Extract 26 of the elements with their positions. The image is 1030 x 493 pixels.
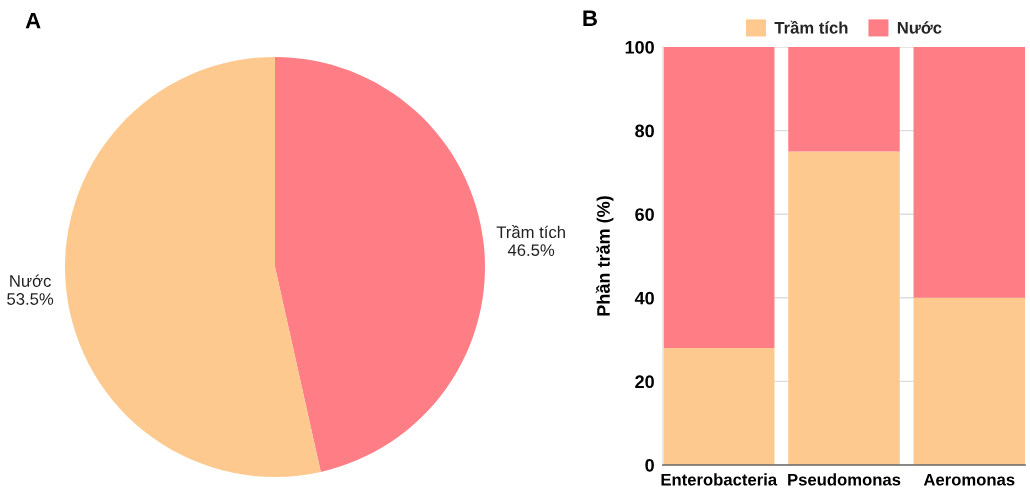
- chart-title: B: [583, 10, 597, 26]
- x-tick-label: Aeromonas: [923, 473, 1015, 486]
- bar: [913, 47, 1025, 298]
- bar: [663, 347, 775, 465]
- y-tick-label: 20: [635, 375, 654, 389]
- y-tick-label: 100: [625, 40, 654, 54]
- pie-slice: [65, 57, 321, 477]
- legend-label: Nước: [897, 21, 942, 34]
- y-tick-label: 40: [634, 291, 654, 305]
- y-tick-label: 80: [635, 124, 654, 138]
- pie-slice: [275, 57, 485, 472]
- x-tick-label: Pseudomonas: [788, 473, 901, 486]
- bar: [788, 151, 900, 465]
- bar: [663, 47, 775, 348]
- y-axis-title: Phần trăm (%): [595, 196, 614, 316]
- data-label: 53.5%: [7, 293, 54, 305]
- data-label: 46.5%: [507, 244, 555, 257]
- y-tick-label: 0: [645, 458, 654, 472]
- slice-label: Nước: [10, 274, 51, 287]
- y-tick-label: 60: [635, 208, 654, 221]
- legend-label: Trầm tích: [774, 20, 848, 34]
- slice-label: Trầm tích: [496, 225, 565, 239]
- bar: [913, 297, 1025, 465]
- bar: [788, 47, 900, 152]
- x-tick-label: Enterobacteria: [661, 473, 778, 486]
- chart-title: A: [25, 12, 41, 29]
